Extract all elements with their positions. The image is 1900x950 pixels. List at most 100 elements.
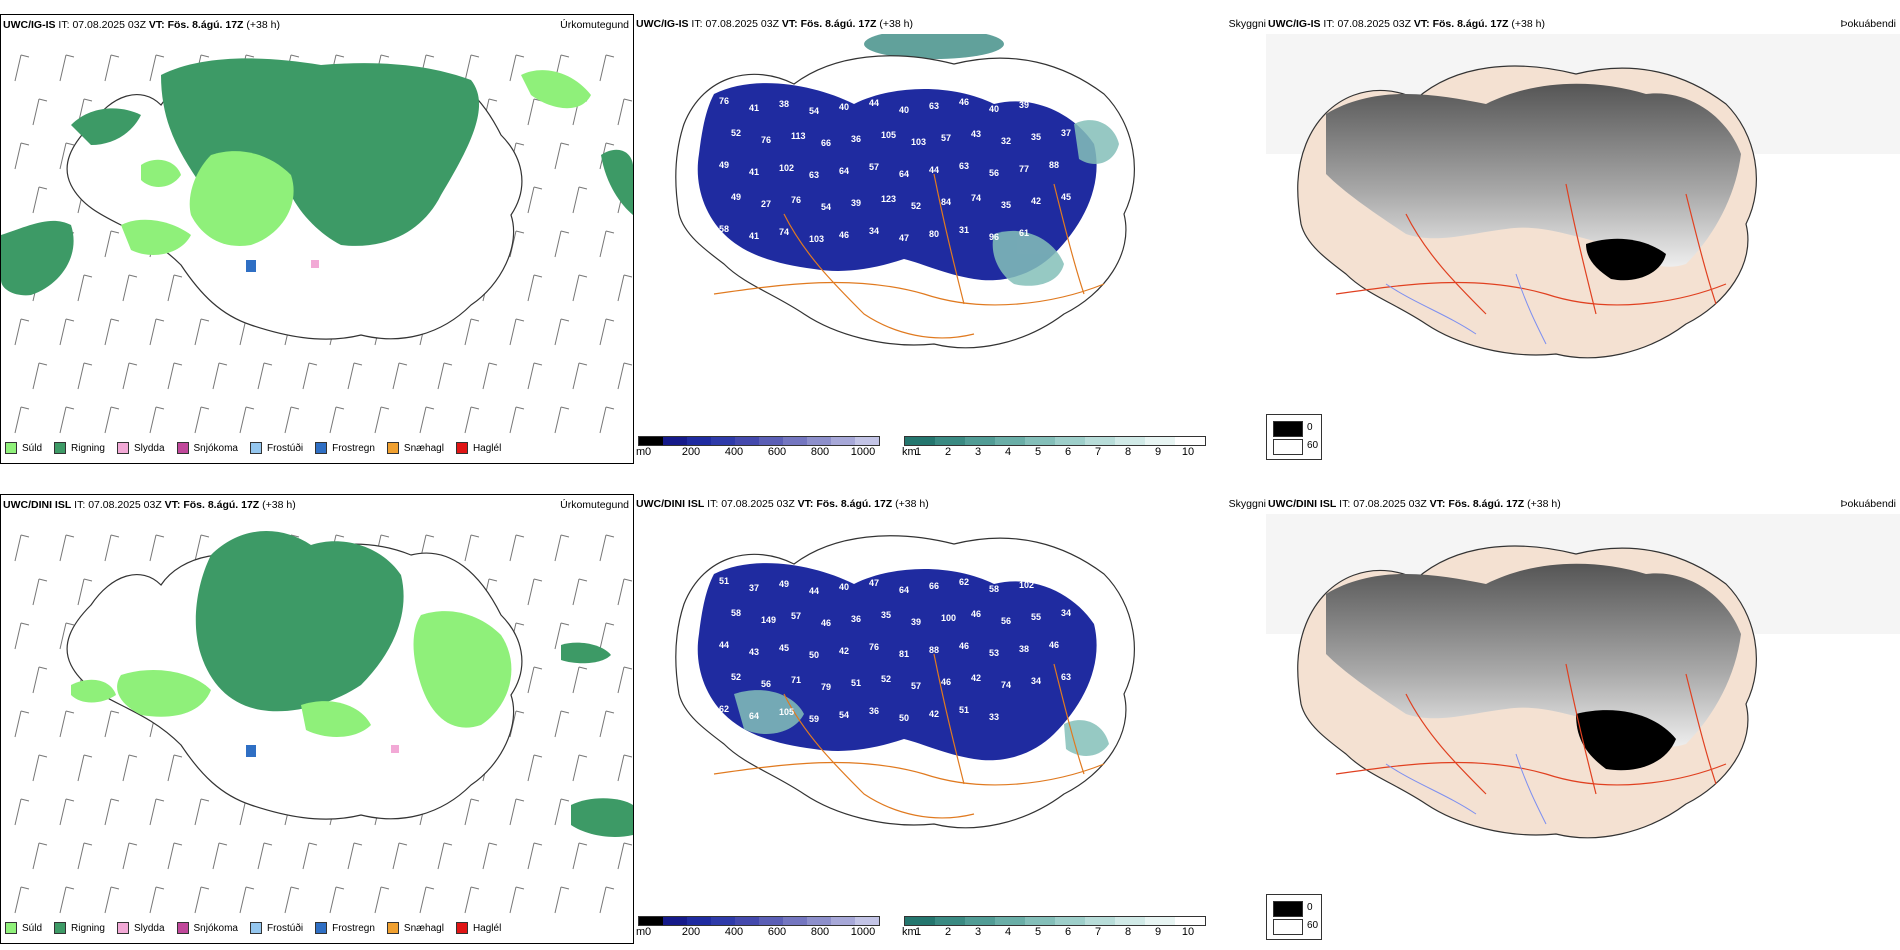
legend-swatch bbox=[54, 442, 67, 454]
visibility-unit: km bbox=[902, 446, 917, 458]
visibility-value: 88 bbox=[929, 645, 939, 655]
wind-barb bbox=[104, 710, 120, 738]
fog-over-north bbox=[1326, 83, 1741, 267]
legend-swatch bbox=[315, 922, 328, 934]
visibility-value: 123 bbox=[881, 194, 896, 204]
visibility-value: 51 bbox=[719, 576, 729, 586]
it-value: 07.08.2025 03Z bbox=[72, 19, 146, 31]
it-value: 07.08.2025 03Z bbox=[1337, 18, 1411, 30]
visibility-value: 42 bbox=[839, 646, 849, 656]
it-label: IT: bbox=[1339, 498, 1351, 510]
legend-swatch bbox=[315, 442, 328, 454]
wind-barb bbox=[149, 798, 165, 826]
dense-fog-patch bbox=[1586, 238, 1666, 281]
colorbar-segment bbox=[1085, 437, 1115, 445]
wind-barb bbox=[554, 798, 570, 826]
panel-title: Skyggni bbox=[1228, 18, 1266, 30]
visibility-value: 41 bbox=[749, 167, 759, 177]
visibility-value: 49 bbox=[719, 160, 729, 170]
visibility-value: 105 bbox=[779, 707, 794, 717]
wind-barb bbox=[617, 842, 633, 870]
wind-barb bbox=[599, 534, 615, 562]
visibility-value: 35 bbox=[881, 610, 891, 620]
wind-barb bbox=[14, 886, 30, 914]
wind-barb bbox=[554, 886, 570, 914]
wind-barb bbox=[572, 666, 588, 694]
wind-barb bbox=[599, 54, 615, 82]
visibility-value: 42 bbox=[929, 709, 939, 719]
colorbar-segment bbox=[855, 917, 879, 925]
colorbar-segment bbox=[1055, 917, 1085, 925]
wind-barb bbox=[554, 318, 570, 346]
visibility-value: 44 bbox=[809, 586, 819, 596]
wind-barb bbox=[59, 142, 75, 170]
wind-barb bbox=[572, 842, 588, 870]
legend-item: Snæhagl bbox=[386, 442, 444, 454]
wind-barb bbox=[194, 406, 210, 434]
visibility-value: 49 bbox=[779, 579, 789, 589]
colorbar-tick: 600 bbox=[767, 446, 787, 458]
visibility-value: 54 bbox=[809, 106, 819, 116]
visibility-value: 46 bbox=[959, 641, 969, 651]
legend-item: Snæhagl bbox=[386, 922, 444, 934]
visibility-values: 76 41 38 54 40 44 40 63 46 40 39 47 52 76 113 66 36 105 10… bbox=[719, 96, 1071, 244]
visibility-value: 102 bbox=[779, 163, 794, 173]
colorbar-tick: 200 bbox=[681, 926, 701, 938]
legend-swatch bbox=[386, 922, 399, 934]
height-unit: m bbox=[636, 926, 646, 938]
legend-label: Frostregn bbox=[332, 442, 375, 454]
model-name: UWC/IG-IS bbox=[3, 19, 56, 31]
legend-item: Snjókoma bbox=[176, 922, 238, 934]
visibility-value: 74 bbox=[971, 193, 981, 203]
wind-barb bbox=[149, 318, 165, 346]
colorbar-tick: 800 bbox=[810, 926, 830, 938]
vt-value: Fös. 8.ágú. 17Z bbox=[816, 498, 893, 510]
visibility-value: 45 bbox=[779, 643, 789, 653]
legend-label: Snjókoma bbox=[193, 922, 238, 934]
wind-barb bbox=[104, 798, 120, 826]
wind-barb bbox=[194, 886, 210, 914]
wind-barb bbox=[617, 578, 633, 606]
visibility-value: 149 bbox=[761, 615, 776, 625]
colorbar-segment bbox=[855, 437, 879, 445]
visibility-panel-top: UWC/IG-IS IT: 07.08.2025 03Z VT: Fös. 8.… bbox=[634, 14, 1266, 464]
colorbar-tick: 6 bbox=[1064, 446, 1072, 458]
wind-barb bbox=[194, 798, 210, 826]
visibility-values: 51 37 49 44 40 47 64 66 62 58 102 62 58 149 57 46 36 35 39… bbox=[719, 576, 1071, 724]
fog-legend-label: 60 bbox=[1307, 440, 1319, 451]
precip-map bbox=[1, 54, 633, 434]
wind-barb bbox=[554, 710, 570, 738]
colorbar-segment bbox=[687, 437, 711, 445]
wind-barb bbox=[59, 886, 75, 914]
it-value: 07.08.2025 03Z bbox=[88, 499, 162, 511]
wind-barb bbox=[104, 534, 120, 562]
colorbar-tick: 200 bbox=[681, 446, 701, 458]
panel-title: Skyggni bbox=[1228, 498, 1266, 510]
colorbar-tick: 5 bbox=[1034, 446, 1042, 458]
fog-panel-bottom: UWC/DINI ISL IT: 07.08.2025 03Z VT: Fös.… bbox=[1266, 494, 1900, 944]
visibility-value: 32 bbox=[1001, 136, 1011, 146]
visibility-value: 81 bbox=[899, 649, 909, 659]
wind-barb bbox=[59, 534, 75, 562]
drizzle-area bbox=[121, 70, 591, 255]
colorbar-segment bbox=[639, 917, 663, 925]
legend-label: Súld bbox=[22, 442, 43, 454]
vt-value: Fös. 8.ágú. 17Z bbox=[1432, 18, 1509, 30]
legend-swatch bbox=[455, 922, 468, 934]
model-name: UWC/IG-IS bbox=[636, 18, 689, 30]
wind-barb bbox=[419, 886, 435, 914]
wind-barb bbox=[32, 98, 48, 126]
fog-legend-swatch bbox=[1273, 439, 1303, 455]
visibility-value: 55 bbox=[1031, 612, 1041, 622]
colorbar-tick: 8 bbox=[1124, 446, 1132, 458]
visibility-value: 52 bbox=[731, 128, 741, 138]
vt-value: Fös. 8.ágú. 17Z bbox=[1448, 498, 1525, 510]
visibility-value: 44 bbox=[869, 98, 879, 108]
wind-barb bbox=[122, 842, 138, 870]
wind-barb bbox=[482, 842, 498, 870]
wind-barb bbox=[122, 362, 138, 390]
visibility-value: 53 bbox=[989, 648, 999, 658]
visibility-value: 96 bbox=[989, 232, 999, 242]
panel-header: UWC/IG-IS IT: 07.08.2025 03Z VT: Fös. 8.… bbox=[1266, 14, 1900, 34]
wind-barb bbox=[374, 886, 390, 914]
